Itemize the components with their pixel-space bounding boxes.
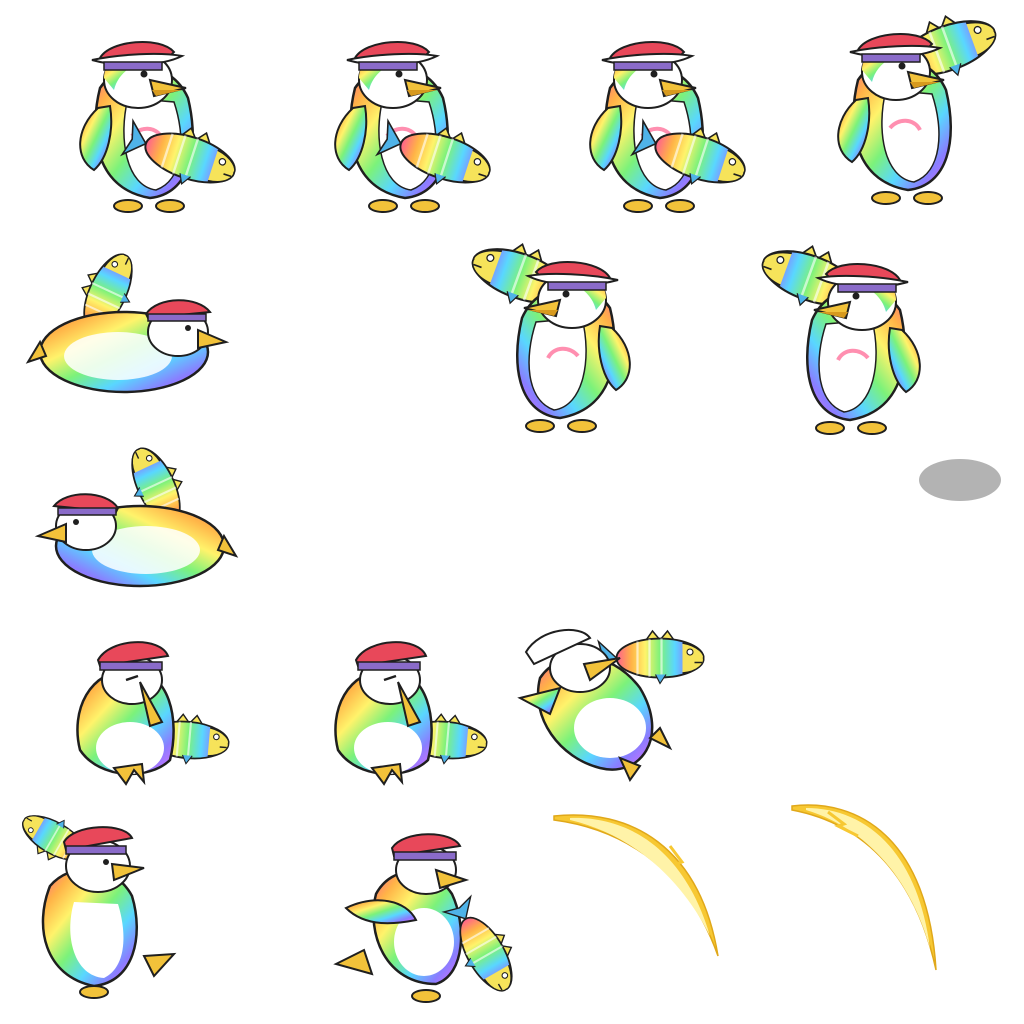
- sprite-frame-idle-1: [70, 18, 260, 218]
- penguin-sprite: [517, 628, 705, 782]
- sprite-frame-attack-raise-1: [828, 10, 1018, 210]
- slash-effect-2: [788, 798, 948, 982]
- penguin-sprite: [22, 815, 177, 999]
- penguin-sprite: [34, 447, 239, 588]
- sprite-frame-hurt-2: [328, 630, 498, 790]
- penguin-sprite: [334, 41, 491, 213]
- sprite-frame-idle-2: [325, 18, 515, 218]
- sprite-frame-attack-raise-3: [761, 240, 990, 440]
- slash-effect-1: [550, 806, 730, 970]
- sprite-frame-down-2: [34, 446, 239, 596]
- sprite-frame-hurt-1: [70, 630, 240, 790]
- ground-shadow: [918, 458, 1002, 502]
- penguin-sprite: [761, 245, 921, 435]
- sprite-frame-attack-raise-2: [471, 238, 700, 438]
- sprite-frame-dash-swing: [333, 824, 536, 1004]
- penguin-sprite: [76, 641, 230, 786]
- penguin-sprite: [25, 253, 230, 394]
- penguin-sprite: [589, 41, 746, 213]
- sprite-frame-idle-3: [580, 18, 770, 218]
- penguin-sprite: [333, 833, 513, 1003]
- penguin-sprite: [334, 641, 488, 786]
- penguin-sprite: [837, 15, 997, 205]
- sprite-frame-knockback: [517, 618, 720, 788]
- penguin-sprite: [471, 243, 631, 433]
- sprite-frame-jump-swing: [14, 806, 204, 1006]
- sprite-frame-down-1: [25, 252, 230, 402]
- penguin-sprite: [79, 41, 236, 213]
